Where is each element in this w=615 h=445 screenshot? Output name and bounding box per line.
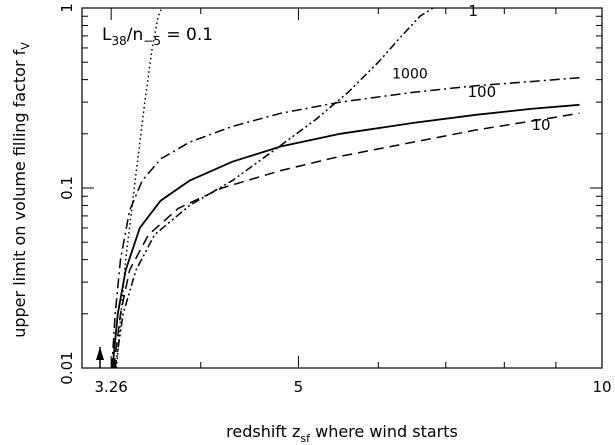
series-label-1: 1: [468, 2, 478, 20]
arrow-marker: [96, 347, 104, 368]
tick-group: 3.26 5 10 0.01 0.1 1: [58, 3, 612, 396]
x-axis-label: redshift zsf where wind starts: [226, 422, 458, 445]
x-tick-label: 10: [592, 378, 611, 396]
series-label-1000: 1000: [392, 67, 428, 83]
series-line-100: [111, 103, 580, 369]
series-label-100: 100: [467, 83, 496, 101]
series-line-0.1: [115, 7, 163, 369]
series-line-1000: [111, 76, 580, 369]
series-label-group: 1000 100 10 1: [392, 2, 550, 134]
series-group: [111, 7, 580, 369]
plot-frame: [81, 7, 603, 369]
x-tick-label: 3.26: [94, 378, 127, 396]
series-label-10: 10: [531, 116, 550, 134]
series-line-1: [114, 7, 434, 369]
y-axis-label: upper limit on volume filling factor fV: [10, 42, 32, 338]
y-tick-label: 1: [58, 3, 76, 13]
annotation-label: L38/n−5 = 0.1: [102, 25, 213, 48]
y-tick-label: 0.1: [58, 176, 76, 200]
y-tick-label: 0.01: [58, 351, 76, 384]
series-line-10: [113, 112, 580, 369]
x-tick-label: 5: [294, 378, 304, 396]
